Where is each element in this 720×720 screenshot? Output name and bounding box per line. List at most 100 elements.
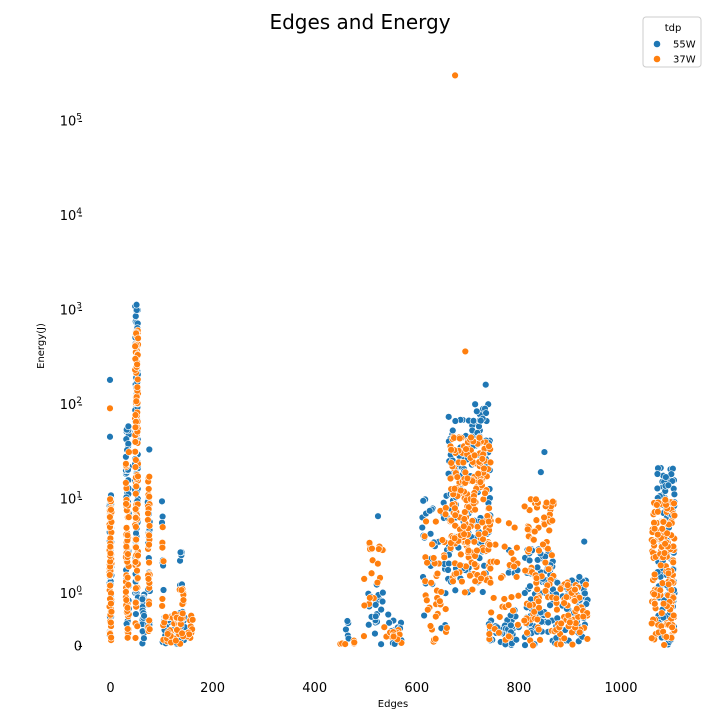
scatter-point-55w [653, 470, 662, 478]
scatter-point-37w [495, 629, 503, 637]
scatter-point-37w [122, 479, 130, 487]
scatter-point-37w [566, 618, 574, 627]
legend-label-55w: 55W [673, 40, 696, 51]
scatter-point-37w [431, 635, 440, 643]
scatter-point-37w [131, 448, 139, 456]
scatter-point-37w [131, 634, 140, 642]
legend: tdp 55W 37W [642, 16, 702, 68]
scatter-point-37w [658, 609, 666, 617]
scatter-point-37w [158, 595, 167, 603]
chart-title: Edges and Energy [269, 10, 450, 34]
scatter-point-37w [389, 632, 398, 641]
scatter-point-37w [532, 574, 541, 582]
scatter-point-37w [132, 490, 140, 498]
scatter-point-37w [460, 530, 468, 538]
scatter-point-37w [122, 588, 130, 596]
scatter-point-55w [451, 417, 460, 425]
scatter-point-37w [131, 505, 140, 513]
scatter-point-55w [377, 640, 385, 648]
y-tick-mark: - [78, 114, 83, 129]
scatter-point-37w [449, 577, 457, 585]
scatter-point-37w [451, 504, 459, 512]
scatter-point-37w [453, 473, 462, 481]
scatter-point-55w [377, 605, 385, 614]
scatter-point-55w [132, 312, 140, 320]
scatter-point-55w [106, 433, 114, 441]
scatter-point-55w [479, 588, 487, 596]
scatter-point-37w [664, 580, 673, 588]
scatter-point-37w [133, 566, 141, 575]
scatter-point-37w [663, 529, 671, 537]
scatter-point-37w [525, 506, 534, 514]
scatter-point-37w [571, 585, 579, 594]
legend-marker-37w [653, 55, 661, 63]
scatter-point-37w [341, 640, 349, 648]
scatter-point-37w [145, 616, 153, 625]
scatter-point-37w [133, 383, 142, 391]
scatter-point-55w [145, 445, 154, 454]
scatter-point-37w [659, 599, 668, 608]
scatter-point-37w [669, 611, 678, 620]
y-tick-mark: - [78, 639, 83, 654]
scatter-point-37w [367, 569, 376, 577]
scatter-point-55w [521, 641, 529, 649]
scatter-point-55w [507, 621, 515, 630]
scatter-point-37w [124, 550, 132, 558]
scatter-point-37w [443, 624, 451, 632]
scatter-point-37w [520, 502, 529, 511]
scatter-point-37w [464, 546, 473, 555]
scatter-point-37w [570, 597, 579, 605]
scatter-point-37w [500, 542, 509, 551]
scatter-point-37w [648, 634, 656, 642]
scatter-point-37w [106, 571, 114, 579]
scatter-point-37w [441, 510, 450, 518]
scatter-point-37w [463, 474, 472, 483]
scatter-point-37w [489, 594, 498, 602]
scatter-point-37w [107, 607, 116, 616]
scatter-point-37w [493, 558, 501, 566]
scatter-point-37w [477, 574, 485, 583]
scatter-point-37w [360, 632, 368, 640]
scatter-point-37w [541, 558, 550, 567]
scatter-point-37w [145, 531, 153, 540]
scatter-point-37w [478, 455, 487, 463]
y-tick-label: 0 [74, 640, 82, 655]
scatter-point-37w [158, 523, 167, 531]
scatter-point-37w [513, 544, 521, 552]
legend-frame [642, 16, 702, 68]
scatter-point-37w [564, 581, 572, 589]
scatter-point-37w [541, 587, 550, 595]
scatter-point-37w [661, 496, 670, 504]
scatter-point-37w [124, 625, 132, 633]
scatter-point-37w [481, 489, 489, 497]
scatter-point-55w [140, 634, 148, 642]
scatter-point-37w [494, 516, 503, 525]
scatter-point-37w [145, 522, 154, 530]
scatter-point-55w [158, 512, 167, 521]
scatter-point-55w [553, 579, 562, 587]
scatter-point-55w [537, 468, 545, 476]
scatter-point-37w [460, 515, 468, 523]
scatter-point-37w [374, 559, 382, 568]
scatter-point-37w [525, 601, 534, 609]
scatter-point-37w [510, 562, 518, 571]
x-tick-label: 800 [506, 681, 531, 696]
scatter-point-37w [481, 529, 489, 537]
scatter-point-37w [451, 511, 459, 519]
scatter-point-37w [465, 503, 473, 511]
scatter-point-37w [545, 526, 553, 535]
scatter-point-37w [446, 474, 455, 483]
scatter-point-37w [467, 433, 475, 442]
scatter-point-37w [535, 625, 543, 634]
scatter-point-37w [460, 522, 468, 531]
scatter-point-37w [544, 565, 553, 573]
scatter-point-37w [145, 625, 154, 633]
scatter-point-37w [510, 523, 519, 532]
scatter-point-37w [132, 599, 140, 607]
scatter-point-37w [535, 604, 543, 612]
scatter-point-37w [107, 633, 115, 642]
scatter-point-37w [131, 411, 140, 419]
scatter-point-55w [444, 413, 453, 421]
scatter-point-37w [360, 575, 368, 583]
scatter-point-37w [470, 538, 479, 546]
